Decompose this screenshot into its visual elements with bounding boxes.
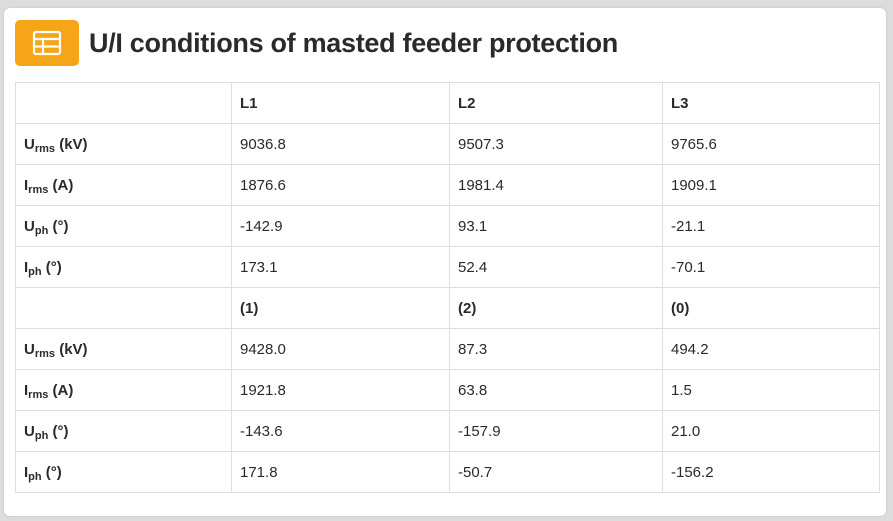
table-cell: 1.5: [662, 369, 880, 411]
table-cell: 63.8: [449, 369, 663, 411]
table-row: Irms (A) 1921.8 63.8 1.5: [15, 369, 880, 411]
table-cell: 1909.1: [662, 164, 880, 206]
col-header-l3: L3: [662, 82, 880, 124]
col-header-l1: L1: [231, 82, 450, 124]
card-header: U/I conditions of masted feeder protecti…: [15, 18, 618, 68]
table-row: Irms (A) 1876.6 1981.4 1909.1: [15, 164, 880, 206]
table-row: Iph (°) 173.1 52.4 -70.1: [15, 246, 880, 288]
row-label: Irms (A): [15, 369, 232, 411]
table-row: Uph (°) -142.9 93.1 -21.1: [15, 205, 880, 247]
col-header-negative-sequence: (2): [449, 287, 663, 329]
table-cell: 9507.3: [449, 123, 663, 165]
table-cell: 173.1: [231, 246, 450, 288]
protection-card: U/I conditions of masted feeder protecti…: [4, 8, 886, 516]
table-cell: -156.2: [662, 451, 880, 493]
phase-header-row: L1 L2 L3: [15, 82, 880, 124]
table-cell: -70.1: [662, 246, 880, 288]
table-cell: 52.4: [449, 246, 663, 288]
table-cell: 93.1: [449, 205, 663, 247]
table-cell: 21.0: [662, 410, 880, 452]
table-cell: 1981.4: [449, 164, 663, 206]
table-row: Uph (°) -143.6 -157.9 21.0: [15, 410, 880, 452]
table-cell: -143.6: [231, 410, 450, 452]
table-cell: 1921.8: [231, 369, 450, 411]
row-label: Iph (°): [15, 451, 232, 493]
row-label: Urms (kV): [15, 123, 232, 165]
table-row: Iph (°) 171.8 -50.7 -156.2: [15, 451, 880, 493]
table-cell: 9428.0: [231, 328, 450, 370]
page-title: U/I conditions of masted feeder protecti…: [89, 27, 618, 58]
ui-conditions-table: L1 L2 L3 Urms (kV) 9036.8 9507.3 9765.6 …: [15, 82, 880, 493]
row-label: Uph (°): [15, 205, 232, 247]
sequence-header-row: (1) (2) (0): [15, 287, 880, 329]
table-cell: 9765.6: [662, 123, 880, 165]
row-label: Uph (°): [15, 410, 232, 452]
table-cell: -50.7: [449, 451, 663, 493]
corner-cell: [15, 82, 232, 124]
table-cell: 9036.8: [231, 123, 450, 165]
row-label: Irms (A): [15, 164, 232, 206]
table-icon: [15, 20, 79, 66]
row-label: Iph (°): [15, 246, 232, 288]
table-cell: -21.1: [662, 205, 880, 247]
table-cell: 87.3: [449, 328, 663, 370]
table-cell: -157.9: [449, 410, 663, 452]
col-header-positive-sequence: (1): [231, 287, 450, 329]
table-cell: -142.9: [231, 205, 450, 247]
corner-cell: [15, 287, 232, 329]
table-cell: 171.8: [231, 451, 450, 493]
table-row: Urms (kV) 9428.0 87.3 494.2: [15, 328, 880, 370]
table-cell: 1876.6: [231, 164, 450, 206]
col-header-zero-sequence: (0): [662, 287, 880, 329]
table-row: Urms (kV) 9036.8 9507.3 9765.6: [15, 123, 880, 165]
row-label: Urms (kV): [15, 328, 232, 370]
table-cell: 494.2: [662, 328, 880, 370]
col-header-l2: L2: [449, 82, 663, 124]
